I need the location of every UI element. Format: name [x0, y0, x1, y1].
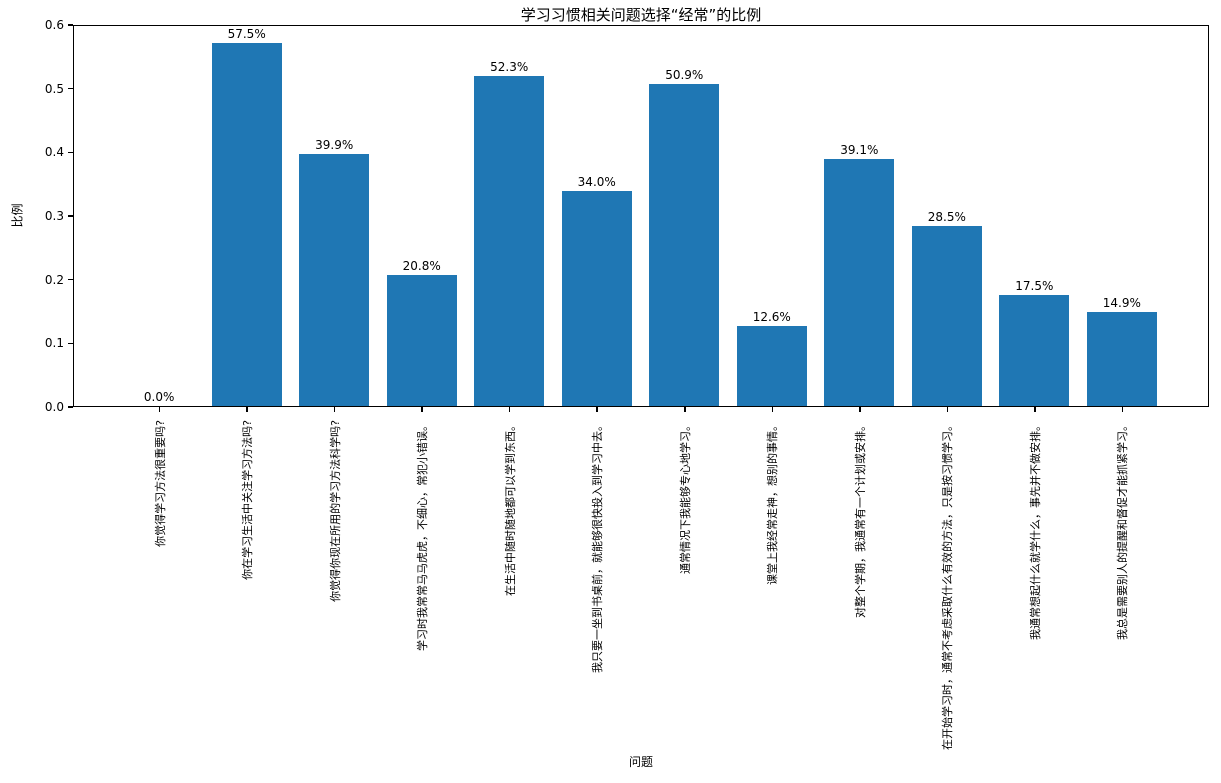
bar [211, 42, 282, 406]
x-tick-label-text: 你觉得学习方法很重要吗? [153, 420, 167, 547]
x-tick-mark [421, 407, 423, 412]
x-tick-label-text: 对整个学期，我通常有一个计划或安排。 [853, 420, 867, 618]
bar [999, 295, 1070, 406]
x-tick-label-text: 我总是需要别人的提醒和督促才能抓紧学习。 [1116, 420, 1130, 640]
bar-value-label: 17.5% [1015, 279, 1054, 294]
x-tick-label-text: 在生活中随时随地都可以学到东西。 [503, 420, 517, 596]
x-tick-label: 我总是需要别人的提醒和督促才能抓紧学习。 [1116, 414, 1221, 640]
x-tick-label-text: 课堂上我经常走神，想别的事情。 [766, 420, 780, 585]
bar [824, 159, 895, 406]
bar-value-label: 39.9% [315, 137, 354, 152]
y-tick-label: 0.2 [44, 272, 64, 287]
bar-value-label: 20.8% [402, 258, 441, 273]
plot-area: 0.0% 57.5% 39.9% 20.8% 52.3% 34.0% 50.9% 12.6% 3… [73, 25, 1209, 407]
bar-value-label: 50.9% [665, 68, 704, 83]
bar [386, 274, 457, 406]
x-tick-label-text: 我通常想起什么就学什么，事先并不做安排。 [1028, 420, 1042, 640]
x-tick-label-text: 你觉得你现在所用的学习方法科学吗? [328, 420, 342, 602]
x-tick-label-text: 通常情况下我能够专心地学习。 [678, 420, 692, 574]
bar [649, 84, 720, 406]
x-tick-mark [508, 407, 511, 412]
y-tick-label: 0.3 [44, 209, 64, 223]
bar [561, 191, 632, 406]
y-tick-label: 0.5 [44, 81, 64, 96]
bar [736, 326, 807, 406]
x-tick-mark [1034, 407, 1036, 412]
y-tick-mark [68, 87, 73, 90]
bar-value-label: 14.9% [1102, 295, 1141, 310]
x-tick-mark [596, 407, 598, 412]
bar [911, 225, 982, 406]
y-tick-mark [68, 151, 73, 154]
bar-value-label: 52.3% [490, 59, 529, 74]
x-axis-label: 问题 [628, 755, 653, 769]
y-tick-label: 0.0 [44, 400, 64, 414]
bar-value-label: 0.0% [143, 390, 175, 404]
x-tick-mark [1121, 407, 1124, 412]
x-tick-label-text: 我只要一坐到书桌前，就能够很快投入到学习中去。 [591, 420, 605, 673]
y-tick-label: 0.1 [44, 336, 64, 351]
x-tick-mark [859, 407, 861, 412]
bar [1086, 311, 1157, 406]
x-tick-mark [684, 407, 686, 412]
x-tick-mark [771, 407, 774, 412]
bar [474, 75, 545, 406]
y-tick-label: 0.4 [44, 145, 64, 160]
x-tick-mark [246, 407, 248, 412]
bar-value-label: 34.0% [577, 175, 616, 190]
y-tick-mark [68, 278, 73, 281]
bar-value-label: 39.1% [840, 143, 879, 158]
x-tick-mark [158, 407, 161, 412]
bar [299, 153, 370, 406]
y-tick-mark [68, 215, 73, 217]
x-tick-mark [946, 407, 949, 412]
bar-value-label: 12.6% [752, 310, 791, 325]
y-tick-mark [68, 342, 73, 345]
y-tick-mark [68, 24, 73, 26]
chart-title: 学习习惯相关问题选择“经常”的比例 [520, 6, 762, 24]
y-tick-mark [68, 406, 73, 408]
bar-value-label: 28.5% [927, 209, 966, 224]
x-tick-mark [333, 407, 336, 412]
x-tick-label-text: 学习时我常常马马虎虎，不细心，常犯小错误。 [416, 420, 430, 651]
x-tick-label-text: 你在学习生活中关注学习方法吗? [241, 420, 255, 580]
x-tick-label-text: 在开始学习时，通常不考虑采取什么有效的方法，只是按习惯学习。 [941, 420, 955, 750]
y-tick-label: 0.6 [44, 18, 64, 32]
bar-value-label: 57.5% [227, 26, 266, 41]
